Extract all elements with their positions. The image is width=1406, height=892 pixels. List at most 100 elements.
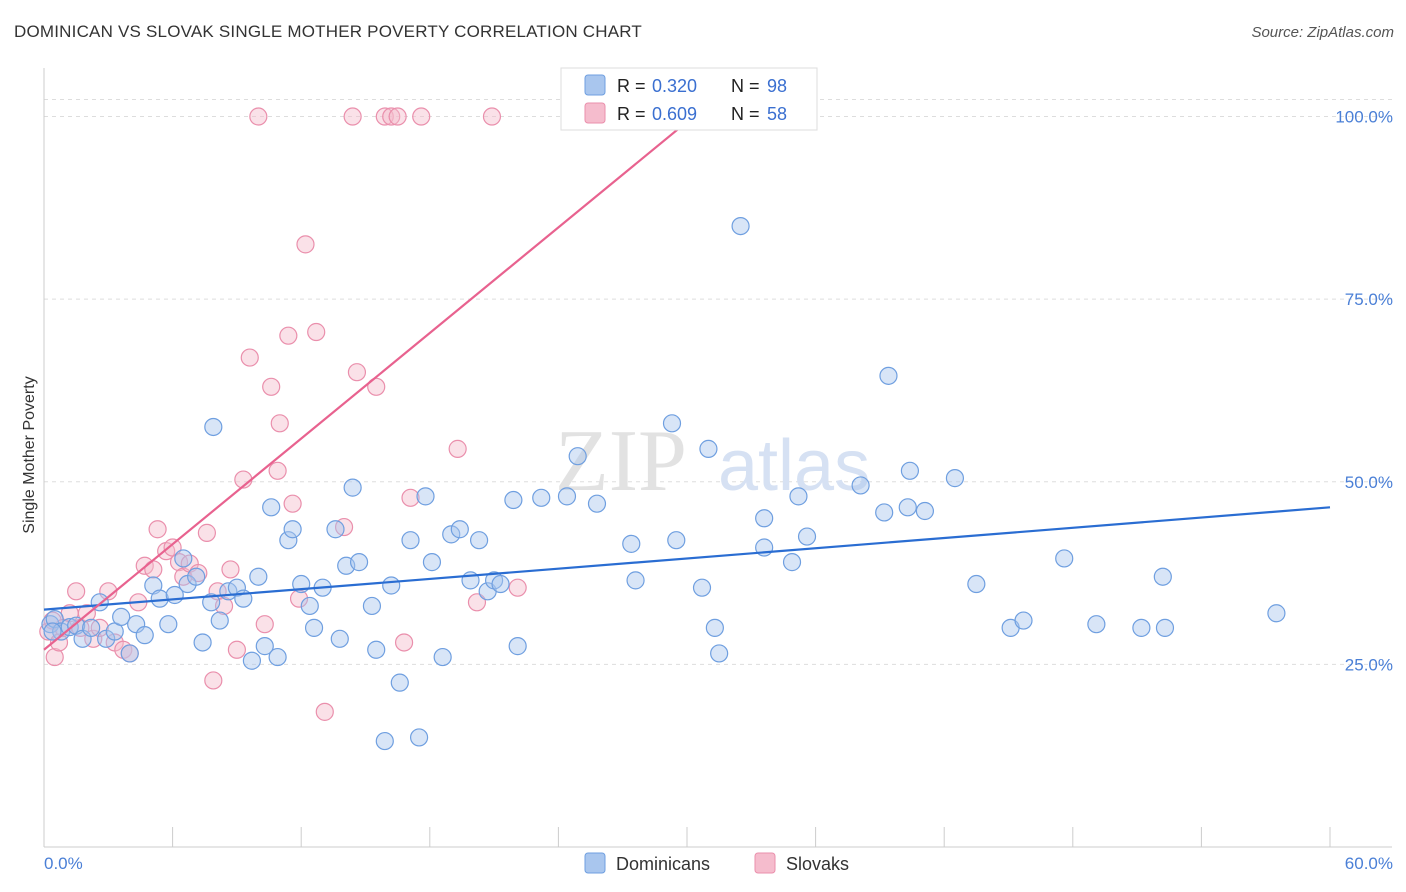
dominican-point: [1155, 618, 1175, 637]
slovak-trendline: [43, 115, 695, 651]
legend-r-label-dominican: R =: [617, 76, 646, 96]
dominican-point: [120, 644, 139, 663]
y-tick-label: 25.0%: [1345, 655, 1393, 674]
dominican-point: [450, 520, 469, 539]
dominican-point: [755, 509, 774, 528]
dominican-point: [362, 596, 382, 616]
dominican-point: [667, 531, 686, 550]
slovak-point: [307, 322, 326, 342]
slovak-point: [255, 615, 274, 634]
correlation-legend: R = 0.320 N = 98 R = 0.609 N = 58: [560, 67, 818, 131]
slovak-point: [49, 633, 69, 652]
dominican-point: [662, 414, 682, 433]
dominican-trendline: [43, 506, 1331, 611]
slovak-point: [268, 461, 287, 480]
slovak-point: [296, 235, 315, 254]
dominican-point: [193, 633, 212, 652]
y-tick-label: 100.0%: [1335, 108, 1393, 127]
legend-swatch-dominican: [584, 74, 606, 96]
dominican-point: [967, 574, 986, 594]
dominican-point: [304, 618, 324, 637]
grid-layer: [44, 99, 1392, 665]
legend-r-label-slovak: R =: [617, 104, 646, 124]
dominican-point: [409, 728, 429, 747]
slovak-point: [375, 107, 394, 126]
slovak-point: [197, 523, 216, 542]
slovak-point: [67, 582, 86, 601]
slovak-point: [382, 107, 401, 126]
dominican-point: [43, 622, 62, 641]
dominican-point: [1132, 618, 1151, 637]
dominican-point: [262, 498, 281, 517]
dominican-point: [422, 553, 442, 572]
slovak-point: [240, 348, 259, 367]
legend-swatch-slovak: [584, 102, 606, 124]
slovak-point: [249, 107, 268, 126]
dominican-point: [532, 488, 551, 507]
dominican-point: [1014, 611, 1033, 630]
dominican-point: [326, 520, 345, 539]
y-axis-title: Single Mother Poverty: [21, 376, 38, 533]
y-tick-label: 50.0%: [1345, 473, 1393, 492]
slovak-point: [270, 414, 289, 433]
slovak-point: [401, 488, 420, 507]
dominican-point: [349, 553, 369, 572]
legend-n-label-dominican: N =: [731, 76, 760, 96]
axes-layer: [43, 68, 1392, 848]
dominican-point: [568, 447, 587, 466]
slovak-point: [467, 593, 487, 612]
dominican-point: [112, 607, 131, 627]
bottom-legend-swatch-dominicans: [584, 852, 606, 874]
dominican-point: [557, 487, 577, 506]
legend-n-value-dominican: 98: [767, 76, 787, 96]
dominican-point: [587, 494, 607, 513]
dominican-point: [283, 520, 302, 539]
slovak-point: [148, 520, 167, 539]
slovak-point: [84, 629, 103, 648]
dominican-point: [187, 567, 206, 586]
slovak-point: [204, 671, 223, 690]
dominican-point: [797, 527, 817, 546]
dominican-points: [41, 216, 1286, 751]
dominican-point: [1087, 615, 1106, 634]
dominican-point: [300, 596, 319, 616]
slovak-point: [283, 494, 302, 513]
dominican-point: [731, 216, 750, 236]
dominican-point: [442, 525, 461, 544]
bottom-legend-label-slovaks: Slovaks: [786, 854, 849, 874]
series-legend: Dominicans Slovaks: [584, 852, 849, 874]
dominican-point: [242, 651, 262, 670]
dominican-point: [159, 615, 178, 634]
bottom-legend-label-dominicans: Dominicans: [616, 854, 710, 874]
slovak-point: [221, 560, 240, 579]
slovak-point: [262, 377, 281, 396]
watermark-zip: ZIP: [555, 413, 687, 510]
dominican-point: [174, 549, 193, 568]
dominican-point: [626, 571, 645, 590]
dominican-point: [622, 534, 641, 553]
dominican-point: [1267, 604, 1286, 623]
legend-n-label-slovak: N =: [731, 104, 760, 124]
watermark: ZIP atlas: [555, 413, 870, 510]
dominican-point: [692, 578, 712, 597]
bottom-legend-swatch-slovaks: [754, 852, 776, 874]
dominican-point: [433, 647, 452, 667]
dominican-point: [375, 731, 394, 751]
dominican-point: [915, 501, 935, 521]
slovak-point: [227, 640, 246, 659]
dominican-point: [255, 637, 274, 656]
slovak-point: [315, 702, 334, 721]
legend-r-value-dominican: 0.320: [652, 76, 697, 96]
dominican-point: [82, 618, 101, 637]
slovak-point: [448, 439, 467, 458]
watermark-atlas: atlas: [718, 426, 870, 506]
dominican-point: [1055, 549, 1074, 568]
x-tick-label: 60.0%: [1345, 854, 1393, 873]
legend-r-value-slovak: 0.609: [652, 104, 697, 124]
slovak-point: [482, 107, 502, 126]
dominican-point: [202, 593, 221, 612]
dominican-point: [705, 618, 724, 637]
slovak-point: [45, 647, 64, 667]
slovak-point: [343, 107, 362, 126]
dominican-point: [898, 498, 917, 517]
